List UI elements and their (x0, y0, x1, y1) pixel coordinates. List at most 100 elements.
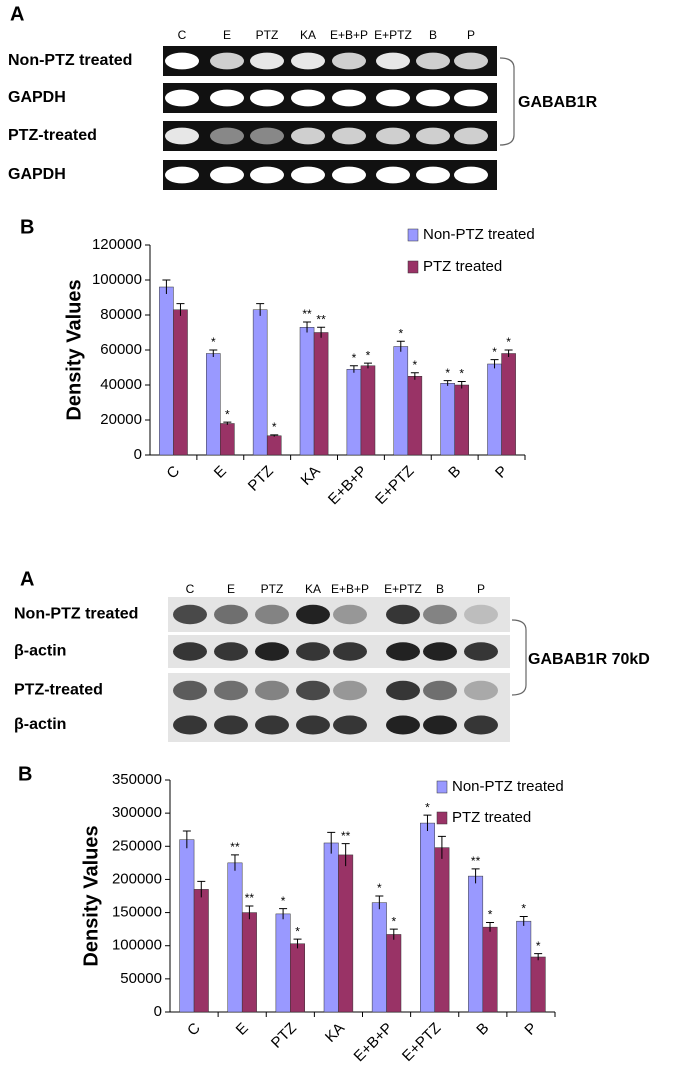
error-bar (162, 279, 171, 294)
bar (468, 875, 484, 1013)
row-label: β-actin (14, 716, 66, 733)
error-bar (245, 905, 254, 920)
x-tick-label: B (473, 1020, 492, 1039)
band (255, 642, 289, 661)
x-tick-label: KA (322, 1020, 348, 1046)
bar (338, 854, 354, 1013)
y-tick-label: 60000 (100, 341, 142, 358)
legend-label: Non-PTZ treated (452, 778, 564, 795)
bar (482, 926, 498, 1013)
band (423, 715, 457, 735)
row-label: Non-PTZ treated (14, 606, 138, 623)
bar (290, 943, 305, 1013)
lane-label: P (477, 582, 485, 596)
bar (386, 934, 402, 1013)
significance-label: * (506, 335, 511, 349)
band (210, 127, 244, 145)
x-tick-label: PTZ (268, 1020, 300, 1052)
x-tick-label: E+PTZ (399, 1020, 444, 1065)
bar (393, 346, 409, 456)
significance-label: * (459, 367, 464, 381)
band (376, 89, 410, 107)
error-bar (341, 843, 350, 867)
band (454, 52, 488, 70)
band (291, 52, 325, 70)
error-bar (486, 922, 495, 932)
band (214, 642, 248, 661)
significance-label: * (366, 348, 371, 362)
lane-label: P (467, 28, 475, 42)
bar (501, 353, 516, 456)
bar (179, 839, 195, 1013)
panel-label: B (20, 216, 34, 238)
band (332, 166, 366, 184)
significance-label: * (295, 924, 300, 938)
row-label: β-actin (14, 643, 66, 660)
row-label: Non-PTZ treated (8, 52, 132, 69)
y-tick-label: 0 (154, 1003, 162, 1020)
error-bar (443, 380, 452, 386)
bar (252, 309, 268, 456)
band (376, 166, 410, 184)
error-bar (256, 303, 265, 316)
error-bar (317, 326, 326, 338)
error-bar (197, 880, 206, 898)
significance-label: * (413, 358, 418, 372)
band (416, 89, 450, 107)
band (210, 52, 244, 70)
x-tick-label: E+B+P (351, 1020, 397, 1066)
panel-label: A (10, 3, 24, 25)
legend-swatch (407, 260, 419, 274)
y-tick-label: 200000 (112, 870, 162, 887)
error-bar (519, 916, 528, 926)
band (386, 680, 420, 701)
error-bar (270, 434, 279, 437)
band (165, 52, 199, 70)
x-tick-label: E (211, 463, 230, 482)
band (291, 166, 325, 184)
error-bar (437, 835, 446, 859)
legend-label: Non-PTZ treated (423, 226, 535, 243)
band (173, 715, 207, 735)
y-tick-label: 0 (134, 446, 142, 463)
lane-label: KA (305, 582, 321, 596)
legend-swatch (436, 811, 448, 825)
error-bar (534, 953, 543, 961)
legend-swatch (436, 780, 448, 794)
band (296, 604, 330, 625)
y-tick-label: 50000 (120, 970, 162, 987)
bracket (499, 57, 515, 146)
band (291, 127, 325, 145)
lane-label: E+B+P (331, 582, 369, 596)
y-tick-label: 120000 (92, 236, 142, 253)
lane-label: C (178, 28, 187, 42)
band (454, 166, 488, 184)
band (214, 680, 248, 701)
legend-label: PTZ treated (452, 809, 531, 826)
error-bar (410, 372, 419, 380)
bar (193, 889, 209, 1013)
band (210, 89, 244, 107)
significance-label: * (425, 800, 430, 814)
bar (440, 383, 455, 456)
band (333, 680, 367, 701)
bar (323, 842, 339, 1013)
error-bar (375, 895, 384, 910)
x-tick-label: P (492, 463, 511, 482)
bar (530, 956, 546, 1013)
error-bar (389, 928, 398, 940)
band (454, 89, 488, 107)
band (416, 166, 450, 184)
band (250, 166, 284, 184)
bar (241, 912, 257, 1013)
bar (487, 363, 502, 456)
band (165, 127, 199, 145)
band (332, 52, 366, 70)
significance-label: * (225, 407, 230, 421)
band (376, 52, 410, 70)
bar (407, 376, 423, 456)
lane-label: PTZ (256, 28, 279, 42)
band (333, 604, 367, 625)
band (173, 604, 207, 625)
